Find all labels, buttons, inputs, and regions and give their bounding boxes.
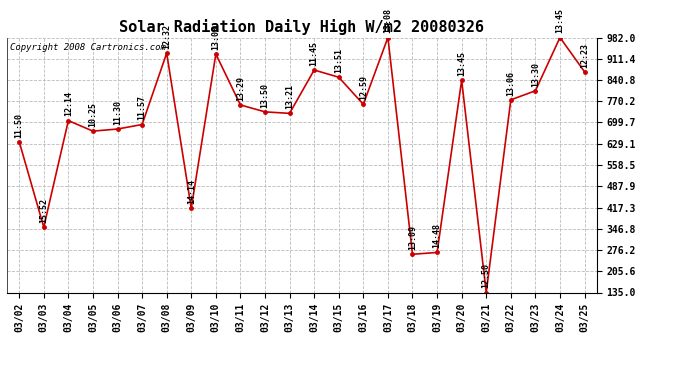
- Text: 11:50: 11:50: [14, 112, 23, 138]
- Text: 10:25: 10:25: [88, 102, 97, 127]
- Text: 12:32: 12:32: [162, 24, 171, 49]
- Text: 14:48: 14:48: [433, 223, 442, 248]
- Text: 13:29: 13:29: [236, 76, 245, 101]
- Text: 11:45: 11:45: [310, 41, 319, 66]
- Title: Solar Radiation Daily High W/m2 20080326: Solar Radiation Daily High W/m2 20080326: [119, 19, 484, 35]
- Text: 14:14: 14:14: [187, 179, 196, 204]
- Text: 13:06: 13:06: [506, 70, 515, 96]
- Text: 11:30: 11:30: [113, 100, 122, 125]
- Text: 13:30: 13:30: [531, 62, 540, 87]
- Text: Copyright 2008 Cartronics.com: Copyright 2008 Cartronics.com: [10, 43, 166, 52]
- Text: 15:52: 15:52: [39, 198, 48, 223]
- Text: 13:21: 13:21: [285, 84, 294, 109]
- Text: 12:59: 12:59: [359, 75, 368, 100]
- Text: 11:57: 11:57: [137, 95, 146, 120]
- Text: 13:50: 13:50: [261, 83, 270, 108]
- Text: 13:51: 13:51: [334, 48, 343, 73]
- Text: 13:08: 13:08: [211, 25, 220, 50]
- Text: 12:14: 12:14: [64, 92, 73, 116]
- Text: 13:45: 13:45: [555, 8, 564, 33]
- Text: 12:23: 12:23: [580, 43, 589, 68]
- Text: 12:50: 12:50: [482, 263, 491, 288]
- Text: 13:08: 13:08: [384, 8, 393, 33]
- Text: 13:09: 13:09: [408, 225, 417, 250]
- Text: 13:45: 13:45: [457, 51, 466, 76]
